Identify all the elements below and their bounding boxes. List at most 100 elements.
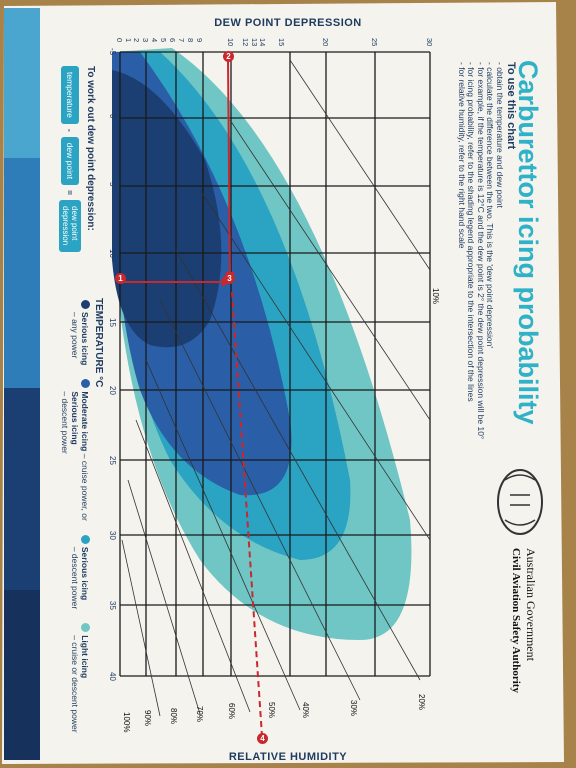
instruction-line: - for relative humidity, refer to the ri… (457, 62, 467, 249)
dew-point-tick-label: 3 (141, 38, 150, 43)
legend-label: Serious icing (70, 391, 80, 445)
dew-point-tick-label: 5 (159, 38, 168, 43)
legend-item: Light icing – cruise or descent power (60, 623, 90, 733)
example-marker: 4 (257, 733, 268, 744)
dew-point-tick-label: 0 (115, 38, 124, 43)
humidity-tick-label: 70% (195, 706, 204, 723)
chart-grid (119, 51, 431, 677)
temperature-tick-label: 10 (108, 249, 117, 258)
example-marker: 1 (115, 273, 126, 284)
temperature-tick-label: 25 (108, 456, 117, 465)
temperature-tick-label: 30 (108, 531, 117, 540)
temperature-tick-label: 0 (108, 114, 117, 119)
humidity-tick-label: 40% (301, 702, 310, 719)
agency-line-1: Australian Government (524, 548, 538, 661)
humidity-tick-label: 90% (143, 710, 152, 727)
humidity-curve (229, 119, 431, 421)
legend-item: Serious icing – descent power (60, 534, 90, 609)
humidity-axis-title: RELATIVE HUMIDITY (228, 751, 348, 763)
humidity-tick-label: 10% (431, 288, 440, 305)
legend-text: Serious icing – descent power (60, 547, 90, 609)
crest-detail (504, 474, 536, 526)
legend-text: Serious icing – any power (60, 312, 90, 365)
humidity-tick-label: 30% (349, 700, 358, 717)
instruction-line: - for example, if the temperature is 12°… (476, 62, 486, 440)
dew-point-tick-label: 12 (241, 38, 250, 47)
legend-swatch-light (81, 623, 90, 633)
legend-sub: – descent power (70, 546, 80, 610)
left-strip-mid (4, 158, 40, 388)
instruction-line: - for icing probability, refer to the sh… (466, 62, 477, 402)
formula-row: temperature - dew point = dew point depr… (59, 66, 81, 253)
humidity-curve (127, 479, 201, 715)
legend-sub: – cruise power, or (80, 453, 90, 521)
dew-point-tick-label: 7 (177, 38, 186, 43)
humidity-curve (199, 189, 431, 541)
legend-swatch-serious (81, 300, 90, 309)
agency-name: Australian Government Civil Aviation Saf… (508, 548, 538, 693)
legend-text: Moderate icing – cruise power, or Serious… (60, 391, 90, 520)
temperature-tick-label: 5 (108, 182, 117, 187)
humidity-tick-label: 20% (417, 694, 426, 711)
legend-text: Light icing – cruise or descent power (60, 635, 90, 732)
agency-line-2: Civil Aviation Safety Authority (510, 548, 522, 693)
formula-equals: = (65, 190, 75, 196)
legend-sub: – descent power (60, 391, 70, 454)
agency-crest (497, 469, 543, 535)
instruction-line: - obtain the temperature and dew point (495, 62, 505, 209)
instructions: To use this chart - obtain the temperatu… (457, 62, 519, 439)
humidity-curve (159, 299, 361, 701)
left-strip-top (4, 8, 40, 158)
icing-legend: Serious icing – any power Moderate icing … (60, 300, 90, 733)
dew-point-tick-label: 14 (258, 38, 267, 47)
humidity-curve (135, 419, 251, 713)
legend-label: Serious icing (80, 312, 90, 366)
dew-point-axis-title: DEW POINT DEPRESSION (214, 17, 362, 29)
temperature-tick-label: 20 (108, 386, 117, 395)
humidity-curve (121, 539, 161, 717)
humidity-tick-label: 80% (169, 708, 178, 725)
dew-point-tick-label: 6 (168, 38, 177, 43)
formula-result: dew point depression (59, 200, 81, 253)
serious-icing-zone (112, 70, 222, 348)
humidity-tick-label: 100% (122, 712, 131, 733)
legend-label: Serious icing (80, 546, 90, 601)
dew-point-tick-label: 8 (186, 38, 195, 43)
dew-point-tick-label: 30 (425, 38, 434, 47)
formula-temperature: temperature (61, 66, 79, 124)
legend-label: Moderate icing (80, 391, 90, 452)
legend-label: Light icing (80, 635, 90, 679)
humidity-tick-label: 60% (227, 703, 236, 720)
temperature-tick-label: 15 (108, 318, 117, 327)
legend-swatch-serious-descent (81, 534, 90, 544)
dew-point-tick-label: 2 (132, 38, 141, 43)
humidity-curve (145, 359, 301, 711)
dew-point-tick-label: 9 (195, 38, 204, 43)
crest-shield (497, 469, 543, 535)
example-lines (124, 59, 263, 737)
left-strip-low (4, 590, 40, 760)
temperature-tick-label: 40 (108, 672, 117, 681)
temperature-axis-title: TEMPERATURE °C (93, 298, 104, 388)
humidity-curve (175, 249, 421, 681)
dew-point-tick-label: 20 (321, 38, 330, 47)
temperature-tick-label: -5 (108, 48, 117, 56)
legend-sub: – cruise or descent power (70, 635, 80, 733)
example-marker: 3 (224, 273, 235, 284)
dew-point-tick-label: 25 (370, 38, 379, 47)
formula-dew-point: dew point (61, 136, 79, 186)
temperature-tick-label: 35 (108, 601, 117, 610)
legend-item: Serious icing – any power (60, 300, 90, 365)
dew-point-tick-label: 4 (150, 38, 159, 43)
instructions-heading: To use this chart (505, 62, 517, 150)
dew-point-tick-label: 10 (226, 38, 235, 47)
legend-item: Moderate icing – cruise power, or Serious… (60, 379, 90, 521)
formula-minus: - (65, 128, 75, 132)
example-marker: 2 (223, 51, 234, 62)
instruction-line: - calculate the difference between the t… (485, 62, 496, 348)
humidity-curves (121, 59, 431, 717)
humidity-curve (289, 59, 431, 271)
legend-sub: – any power (70, 312, 80, 359)
formula-heading: To work out dew point depression: (85, 66, 96, 231)
